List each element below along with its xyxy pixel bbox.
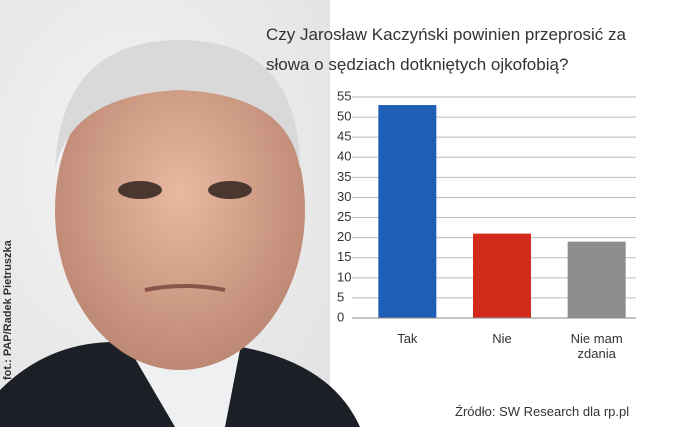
photo-credit: fot.: PAP/Radek Pietruszka [2, 240, 14, 380]
y-tick-label: 20 [337, 229, 351, 244]
bar [567, 241, 626, 318]
x-tick-label: Tak [397, 331, 418, 346]
y-tick-label: 15 [337, 249, 351, 264]
y-tick-label: 45 [337, 129, 351, 144]
bar [378, 105, 437, 318]
source: Źródło: SW Research dla rp.pl [455, 404, 630, 419]
photo [0, 0, 360, 427]
y-tick-label: 30 [337, 189, 351, 204]
bar [473, 233, 531, 318]
y-tick-label: 50 [337, 109, 351, 124]
y-tick-label: 25 [337, 209, 351, 224]
y-tick-label: 10 [337, 269, 351, 284]
y-tick-label: 5 [337, 289, 344, 304]
y-tick-label: 0 [337, 309, 344, 324]
y-tick-label: 40 [337, 149, 351, 164]
y-tick-label: 35 [337, 169, 351, 184]
y-tick-label: 55 [337, 88, 351, 103]
x-tick-label: Nie mam zdania [570, 331, 623, 361]
x-tick-label: Nie [492, 331, 512, 346]
chart-title: Czy Jarosław Kaczyński powinien przepros… [266, 25, 626, 74]
